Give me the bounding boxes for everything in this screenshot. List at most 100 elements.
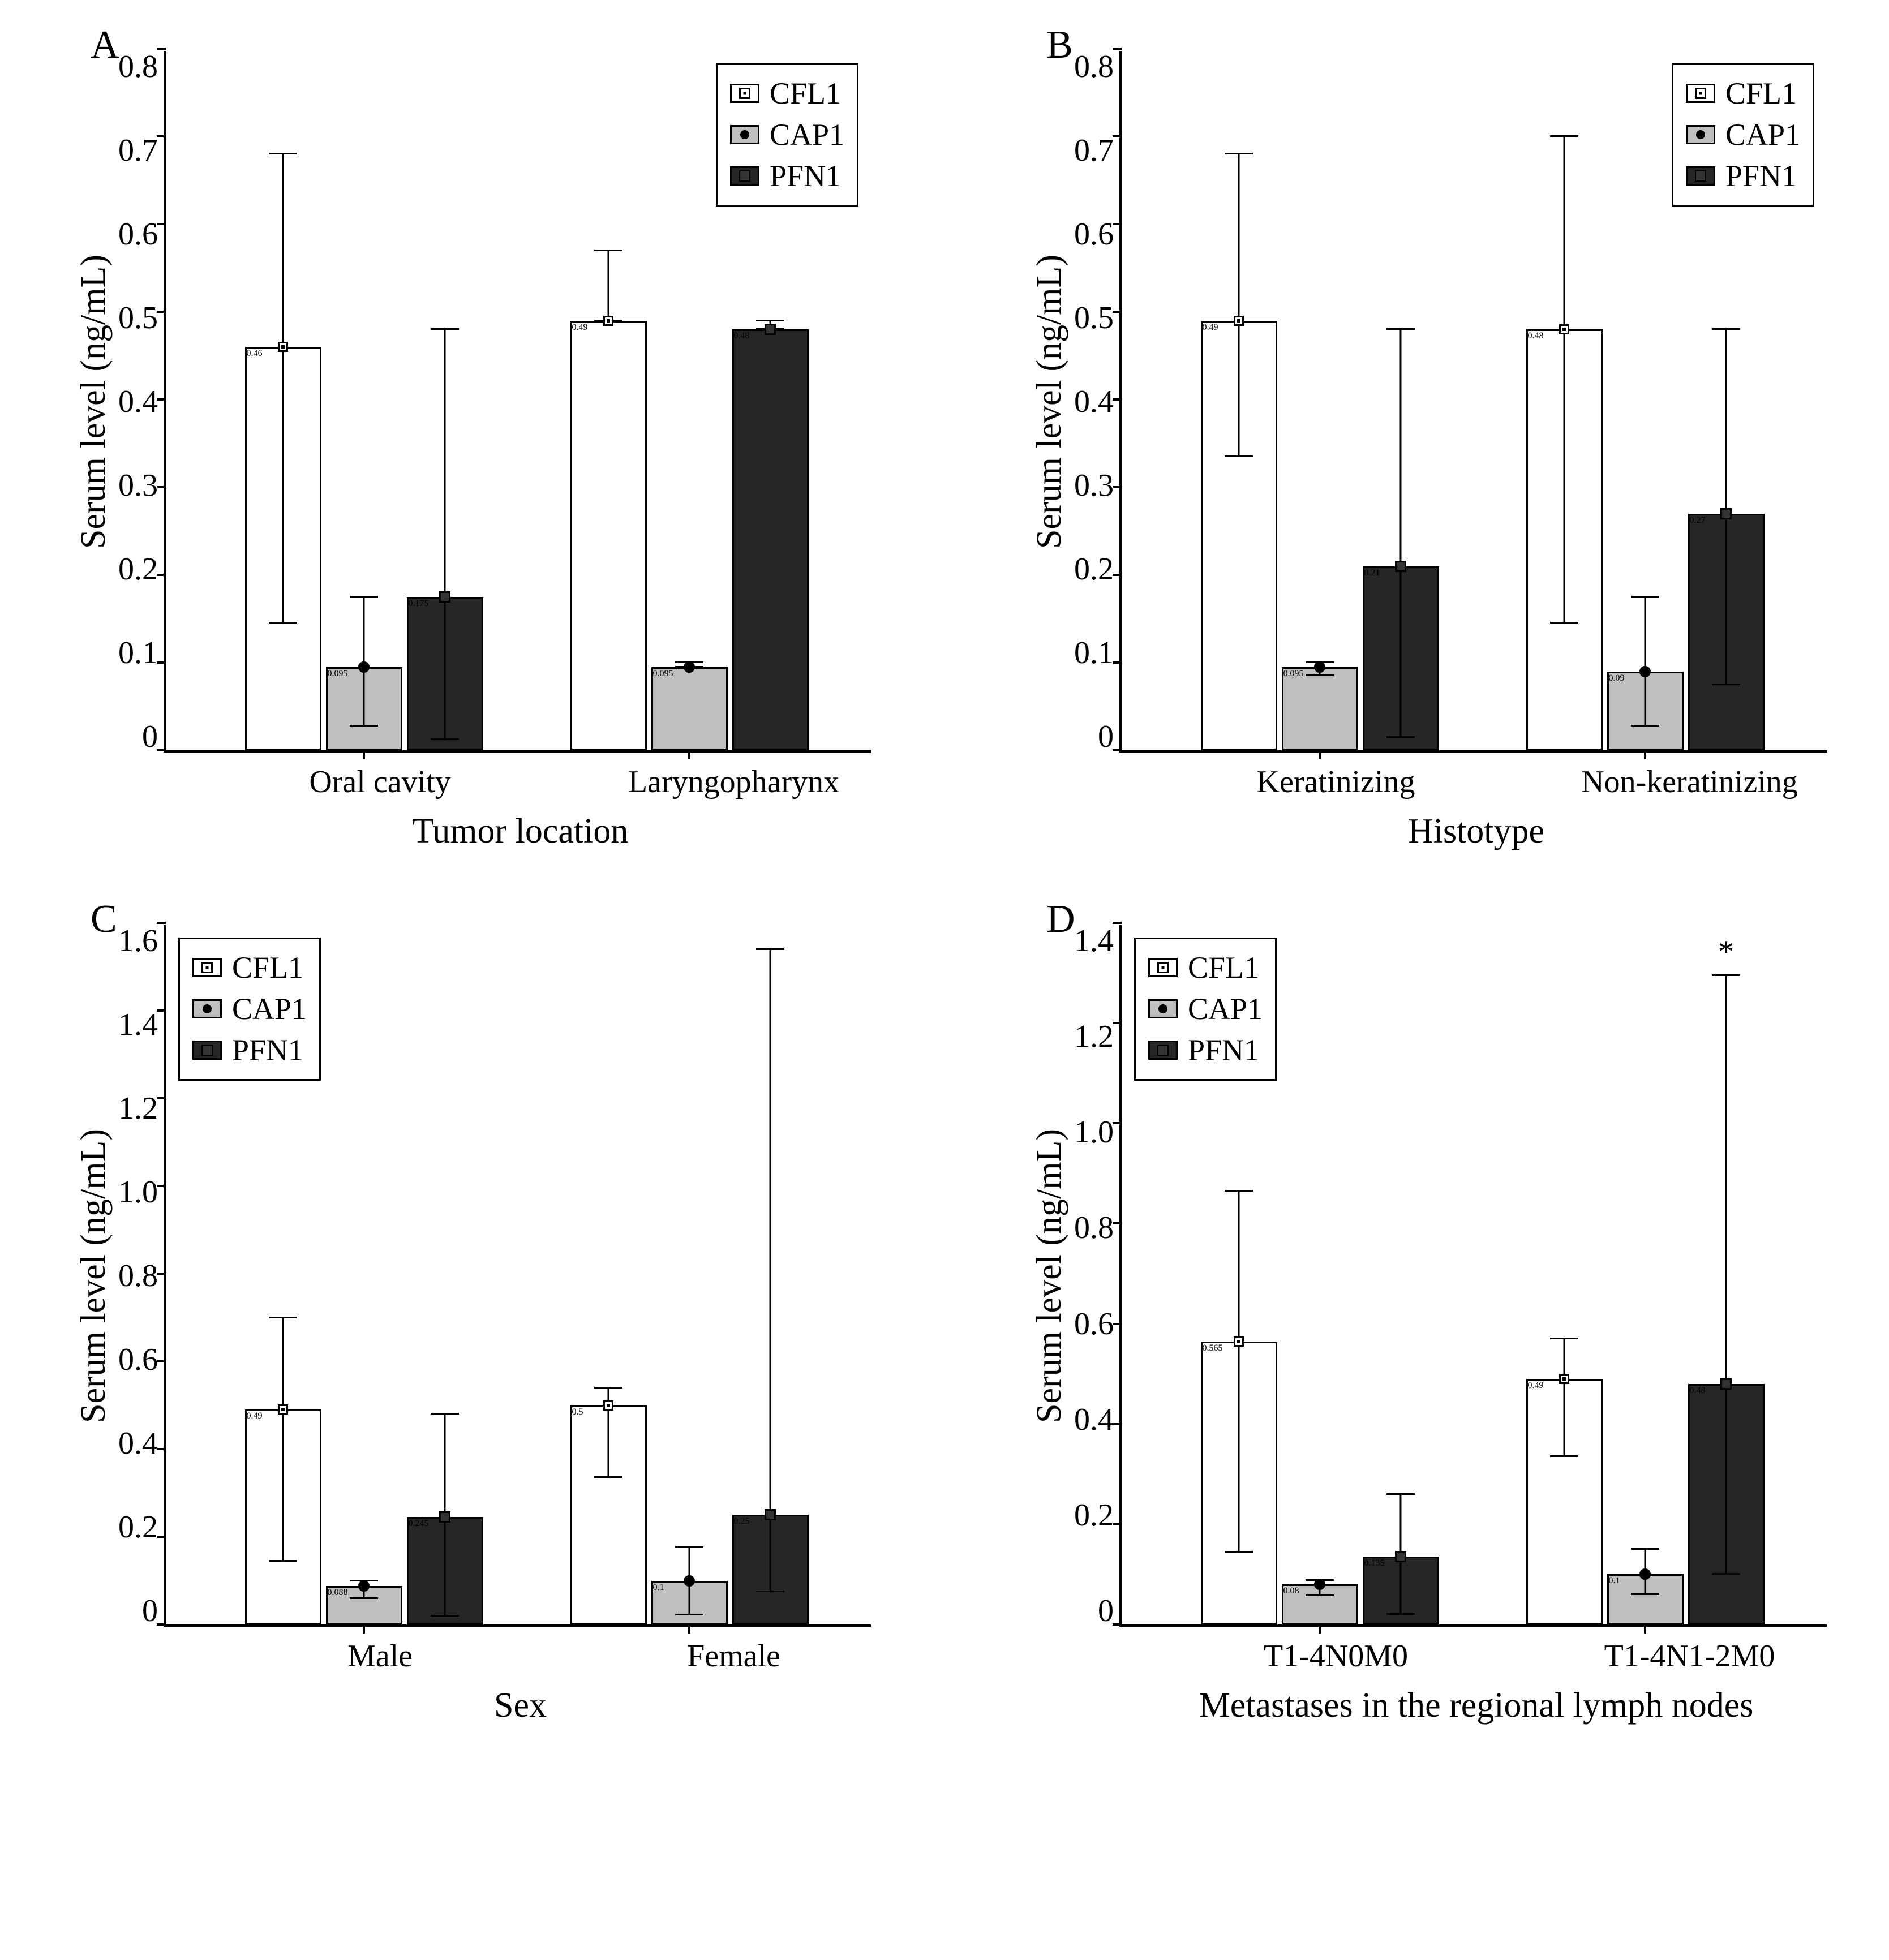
chart-wrap: Serum level (ng/mL)1.41.21.00.80.60.40.2… [990, 897, 1866, 1726]
legend-label: CFL1 [1725, 73, 1797, 114]
x-tick-mark [688, 1624, 690, 1634]
y-tick-label: 0.6 [1074, 1308, 1114, 1340]
legend-swatch-cfl1 [1148, 958, 1178, 977]
y-tick-mark [157, 661, 166, 664]
y-tick-label: 0.5 [118, 302, 158, 334]
error-cap-bottom [1306, 674, 1334, 676]
significance-marker: * [1718, 934, 1734, 970]
y-tick-mark [157, 1623, 166, 1626]
marker-cfl1 [603, 1400, 613, 1411]
error-cap-top [1225, 153, 1253, 154]
error-cap-bottom [594, 1476, 622, 1478]
y-tick-mark [1113, 922, 1122, 924]
plot-area: 0.490.0950.210.480.090.27CFL1CAP1PFN1 [1119, 51, 1827, 753]
legend-row-cfl1: CFL1 [1148, 947, 1263, 988]
legend-row-pfn1: PFN1 [1148, 1030, 1263, 1071]
legend-swatch-cfl1 [1686, 84, 1715, 103]
y-tick-label: 0.2 [1074, 1499, 1114, 1531]
marker-cap1 [358, 661, 370, 673]
marker-cfl1 [1234, 316, 1244, 326]
y-tick-mark [1113, 749, 1122, 751]
error-bar [1564, 136, 1565, 623]
error-cap-bottom [431, 1615, 459, 1617]
error-cap-top [675, 1546, 703, 1548]
marker-cap1 [358, 1580, 370, 1592]
x-tick-label: Laryngopharynx [557, 764, 911, 800]
marker-pfn1 [765, 1509, 776, 1520]
y-axis-title: Serum level (ng/mL) [74, 925, 114, 1627]
y-tick-mark [157, 749, 166, 751]
marker-cap1 [1639, 1568, 1651, 1580]
error-cap-top [269, 153, 297, 154]
marker-cap1 [684, 1575, 695, 1587]
error-bar [1238, 154, 1240, 457]
error-bar [1238, 1191, 1240, 1552]
marker-pfn1 [1395, 1551, 1406, 1562]
y-tick-mark [1113, 1623, 1122, 1626]
error-cap-bottom [1225, 1551, 1253, 1553]
legend-swatch-pfn1 [730, 166, 759, 186]
y-tick-label: 0 [1098, 721, 1114, 753]
y-tick-label: 0.5 [1074, 302, 1114, 334]
x-tick-label: Keratinizing [1159, 764, 1513, 800]
y-tick-mark [157, 398, 166, 401]
x-tick-label: Female [557, 1638, 911, 1674]
error-cap-top [431, 328, 459, 330]
legend-row-cap1: CAP1 [1686, 114, 1800, 156]
legend-row-pfn1: PFN1 [1686, 156, 1800, 197]
y-tick-label: 1.4 [118, 1009, 158, 1041]
error-cap-bottom [756, 1591, 784, 1592]
y-tick-label: 0.7 [1074, 135, 1114, 166]
legend: CFL1CAP1PFN1 [716, 63, 858, 207]
legend-row-cfl1: CFL1 [192, 947, 307, 988]
x-labels: KeratinizingNon-keratinizing [1159, 764, 1866, 800]
error-cap-bottom [1631, 1593, 1659, 1595]
error-bar [770, 949, 771, 1592]
panel-a: ASerum level (ng/mL)0.80.70.60.50.40.30.… [34, 23, 911, 852]
y-axis-title: Serum level (ng/mL) [1029, 51, 1070, 753]
y-tick-mark [1113, 1323, 1122, 1325]
panel-c: CSerum level (ng/mL)1.61.41.21.00.80.60.… [34, 897, 911, 1726]
x-tick-label: T1-4N1-2M0 [1513, 1638, 1866, 1674]
marker-cfl1 [278, 342, 288, 352]
x-tick-mark [1644, 1624, 1646, 1634]
error-cap-top [1631, 1548, 1659, 1550]
x-tick-mark [1644, 750, 1646, 759]
y-tick-mark [157, 922, 166, 924]
y-axis-title: Serum level (ng/mL) [74, 51, 114, 753]
x-tick-mark [1319, 1624, 1321, 1634]
y-tick-mark [157, 1273, 166, 1275]
y-tick-mark [157, 135, 166, 137]
marker-cap1 [684, 661, 695, 673]
y-tick-mark [157, 48, 166, 50]
x-tick-label: Oral cavity [203, 764, 557, 800]
legend-row-cap1: CAP1 [1148, 988, 1263, 1030]
legend-swatch-cap1 [192, 999, 222, 1018]
y-tick-mark [157, 223, 166, 225]
y-tick-mark [1113, 1523, 1122, 1525]
error-cap-top [269, 1317, 297, 1318]
bar-pfn1: 0.48 [732, 329, 809, 750]
plot-area: 0.460.0950.1750.490.0950.48CFL1CAP1PFN1 [164, 51, 871, 753]
legend-label: PFN1 [232, 1030, 303, 1071]
error-bar [1645, 597, 1646, 726]
panel-b: BSerum level (ng/mL)0.80.70.60.50.40.30.… [990, 23, 1866, 852]
error-cap-bottom [350, 725, 378, 727]
panel-d: DSerum level (ng/mL)1.41.21.00.80.60.40.… [990, 897, 1866, 1726]
error-cap-bottom [1550, 622, 1578, 624]
panel-grid: ASerum level (ng/mL)0.80.70.60.50.40.30.… [34, 23, 1866, 1726]
y-tick-label: 0.7 [118, 135, 158, 166]
y-tick-label: 0 [142, 721, 158, 753]
legend-label: PFN1 [770, 156, 841, 197]
y-tick-mark [1113, 223, 1122, 225]
x-labels-wrap: MaleFemale [34, 1627, 911, 1674]
error-cap-bottom [1712, 684, 1740, 685]
legend-swatch-pfn1 [1148, 1041, 1178, 1060]
error-cap-bottom [269, 1560, 297, 1562]
marker-cap1 [1314, 661, 1325, 673]
chart-row: Serum level (ng/mL)0.80.70.60.50.40.30.2… [1029, 51, 1827, 753]
marker-pfn1 [1395, 561, 1406, 572]
y-tick-mark [157, 1448, 166, 1450]
error-cap-top [756, 320, 784, 321]
y-tick-label: 0.8 [1074, 1212, 1114, 1244]
